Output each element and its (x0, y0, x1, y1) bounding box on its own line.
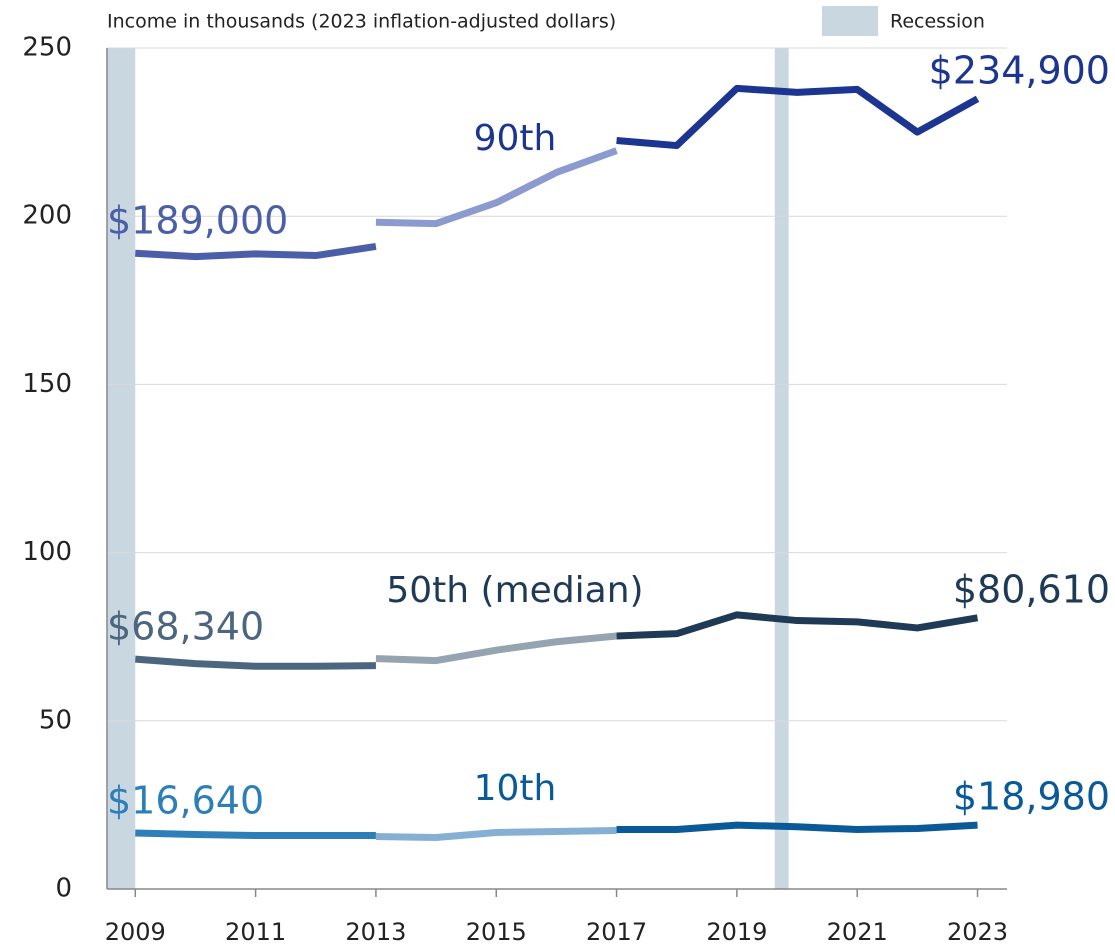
x-tick-label: 2009 (105, 918, 166, 946)
x-tick-label: 2011 (225, 918, 286, 946)
value-label: $16,640 (107, 779, 264, 823)
line (135, 243, 377, 261)
y-tick-label: 50 (39, 705, 72, 735)
value-label: $68,340 (107, 605, 264, 649)
line (616, 84, 980, 150)
line (135, 829, 376, 840)
legend-swatch (822, 6, 878, 36)
y-tick-label: 150 (22, 369, 72, 399)
value-label: $234,900 (929, 48, 1110, 92)
x-tick-label: 2015 (466, 918, 527, 946)
value-label: $80,610 (953, 567, 1110, 611)
line (375, 632, 617, 665)
y-tick-label: 100 (22, 537, 72, 567)
x-tick-label: 2023 (947, 918, 1008, 946)
chart-title: Income in thousands (2023 inflation-adju… (107, 11, 616, 33)
line (616, 821, 978, 833)
value-label: $18,980 (953, 775, 1110, 819)
value-label: $189,000 (107, 199, 288, 243)
series-label: 90th (474, 118, 557, 159)
series-label: 50th (median) (386, 570, 643, 611)
line (375, 147, 618, 228)
line (375, 826, 617, 842)
y-tick-label: 250 (22, 33, 72, 63)
x-tick-label: 2017 (586, 918, 647, 946)
recession-band (774, 48, 789, 889)
y-tick-label: 0 (55, 874, 72, 904)
series-label: 10th (474, 768, 557, 809)
x-tick-label: 2021 (827, 918, 888, 946)
line (616, 611, 979, 640)
line (135, 655, 376, 670)
x-tick-label: 2013 (345, 918, 406, 946)
y-tick-label: 200 (22, 201, 72, 231)
x-tick-label: 2019 (706, 918, 767, 946)
recession-band (107, 48, 136, 889)
legend-label: Recession (890, 11, 985, 33)
